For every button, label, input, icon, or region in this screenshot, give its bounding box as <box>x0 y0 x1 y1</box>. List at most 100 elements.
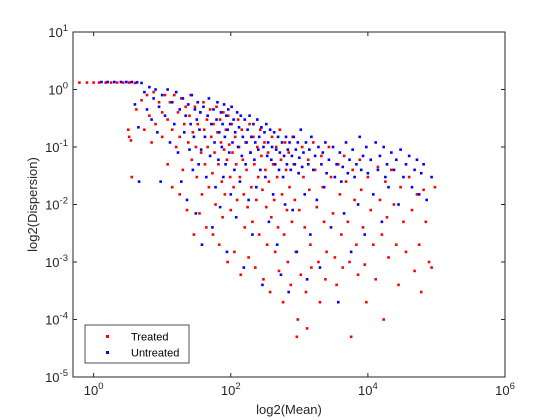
data-point-untreated <box>324 141 327 144</box>
data-point-untreated <box>318 266 322 269</box>
data-point-untreated <box>241 135 245 139</box>
data-point-untreated <box>302 151 305 154</box>
data-point-treated <box>395 243 398 246</box>
data-point-treated <box>148 114 151 118</box>
data-point-treated <box>317 260 320 264</box>
data-point-treated <box>196 122 200 126</box>
data-point-treated <box>217 163 220 166</box>
data-point-treated <box>222 148 226 151</box>
data-point-treated <box>315 205 319 209</box>
data-point-untreated <box>156 131 159 134</box>
data-point-treated <box>222 111 225 114</box>
data-point-untreated <box>199 148 203 151</box>
data-point-untreated <box>422 163 425 166</box>
data-point-untreated <box>257 135 261 139</box>
data-point-untreated <box>237 126 241 129</box>
data-point-untreated <box>338 151 342 154</box>
data-point-treated <box>166 163 169 166</box>
data-point-untreated <box>365 145 368 149</box>
data-point-treated <box>270 135 274 139</box>
data-point-treated <box>336 163 340 166</box>
data-point-untreated <box>317 145 320 149</box>
data-point-untreated <box>174 90 178 94</box>
data-point-untreated <box>384 175 387 179</box>
data-point-treated <box>224 128 228 131</box>
data-point-treated <box>190 158 194 162</box>
data-point-untreated <box>206 114 209 118</box>
data-point-treated <box>417 243 421 246</box>
data-point-treated <box>241 158 245 162</box>
data-point-treated <box>211 171 214 175</box>
data-point-untreated <box>199 111 202 114</box>
data-point-treated <box>178 193 181 196</box>
data-point-treated <box>275 175 279 179</box>
data-point-untreated <box>154 88 157 91</box>
data-point-untreated <box>249 151 252 154</box>
data-point-untreated <box>263 131 266 134</box>
data-point-untreated <box>378 154 382 158</box>
data-point-untreated <box>208 154 212 158</box>
data-point-treated <box>344 180 348 183</box>
data-point-untreated <box>232 118 235 121</box>
data-point-treated <box>271 163 275 166</box>
data-point-treated <box>280 193 284 196</box>
data-point-untreated <box>222 103 226 106</box>
data-point-untreated <box>203 135 207 139</box>
data-point-treated <box>199 151 203 154</box>
data-point-treated <box>355 243 358 246</box>
data-point-treated <box>219 141 223 144</box>
data-point-untreated <box>209 122 213 126</box>
data-point-untreated <box>200 243 204 246</box>
data-point-treated <box>300 145 304 149</box>
data-point-treated <box>221 215 224 219</box>
data-point-untreated <box>404 163 408 166</box>
data-point-untreated <box>305 278 309 281</box>
data-point-untreated <box>229 193 233 196</box>
data-point-untreated <box>207 97 211 100</box>
data-point-treated <box>419 290 423 294</box>
data-point-untreated <box>303 193 307 196</box>
data-point-treated <box>299 273 303 277</box>
data-point-untreated <box>415 158 419 162</box>
data-point-untreated <box>195 118 199 121</box>
data-point-treated <box>130 175 134 179</box>
data-point-untreated <box>269 158 273 162</box>
data-point-treated <box>369 208 373 212</box>
data-point-untreated <box>349 250 353 254</box>
data-point-untreated <box>284 135 288 139</box>
data-point-treated <box>255 198 258 202</box>
data-point-untreated <box>119 80 123 84</box>
data-point-untreated <box>419 171 423 175</box>
data-point-untreated <box>299 128 303 131</box>
data-point-treated <box>225 158 229 162</box>
data-point-untreated <box>344 141 348 144</box>
data-point-treated <box>302 175 305 179</box>
data-point-treated <box>285 208 289 212</box>
data-point-untreated <box>250 135 253 139</box>
data-point-treated <box>145 93 149 97</box>
data-point-treated <box>338 193 342 196</box>
data-point-untreated <box>254 141 257 144</box>
data-point-untreated <box>236 145 240 149</box>
data-point-untreated <box>304 141 308 144</box>
data-point-untreated <box>224 163 227 166</box>
x-axis-label: log2(Mean) <box>256 402 322 417</box>
data-point-untreated <box>417 193 421 196</box>
data-point-untreated <box>145 108 149 111</box>
data-point-untreated <box>291 208 294 212</box>
data-point-treated <box>376 165 380 169</box>
data-point-treated <box>206 145 209 149</box>
data-point-treated <box>178 135 181 139</box>
data-point-treated <box>261 188 264 192</box>
data-point-untreated <box>190 93 194 97</box>
data-point-untreated <box>216 100 219 104</box>
data-point-untreated <box>278 151 282 154</box>
data-point-untreated <box>325 171 328 175</box>
data-point-treated <box>166 118 169 121</box>
data-point-treated <box>207 185 211 189</box>
data-point-untreated <box>191 168 195 172</box>
data-point-untreated <box>322 185 326 189</box>
data-point-treated <box>228 175 232 179</box>
data-point-untreated <box>198 128 201 131</box>
data-point-untreated <box>137 180 141 183</box>
